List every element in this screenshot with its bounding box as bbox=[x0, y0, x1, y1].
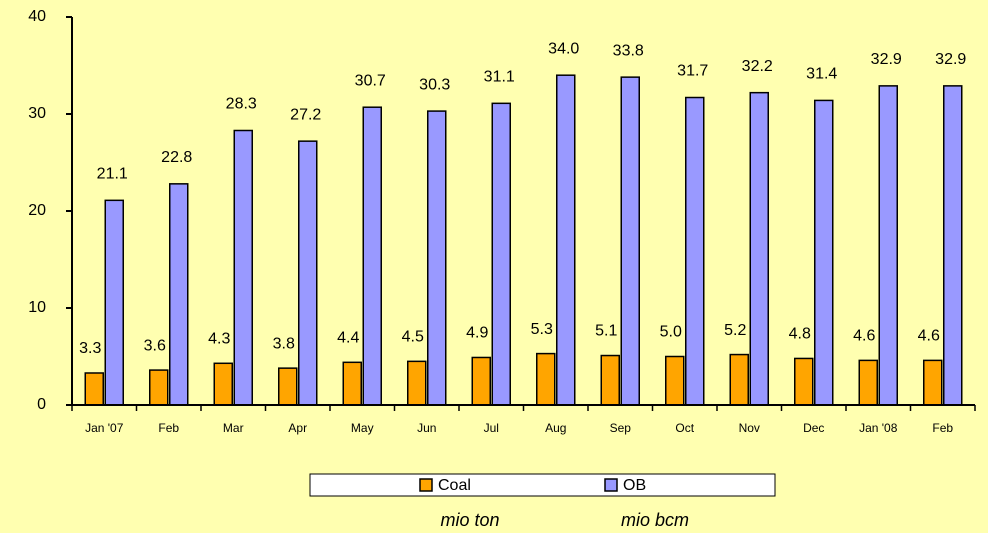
data-label: 5.3 bbox=[531, 321, 553, 338]
y-tick-label: 20 bbox=[28, 202, 46, 219]
data-label: 31.4 bbox=[806, 66, 837, 83]
x-tick-label: May bbox=[351, 421, 374, 435]
legend-label: Coal bbox=[438, 477, 471, 494]
x-tick-label: Feb bbox=[158, 421, 179, 435]
data-label: 4.5 bbox=[402, 329, 424, 346]
data-label: 3.6 bbox=[144, 337, 166, 354]
bar bbox=[749, 91, 769, 406]
data-label: 5.0 bbox=[660, 324, 682, 341]
y-tick-label: 40 bbox=[28, 8, 46, 25]
y-tick-label: 10 bbox=[28, 299, 46, 316]
data-label: 21.1 bbox=[97, 166, 128, 183]
bar bbox=[471, 356, 491, 406]
data-label: 5.2 bbox=[724, 322, 746, 339]
data-label: 4.4 bbox=[337, 330, 359, 347]
data-label: 33.8 bbox=[613, 42, 644, 59]
bar bbox=[278, 367, 298, 406]
data-label: 4.3 bbox=[208, 331, 230, 348]
bar bbox=[427, 110, 447, 406]
bar bbox=[104, 199, 124, 406]
data-label: 31.7 bbox=[677, 63, 708, 80]
bar bbox=[233, 129, 253, 406]
data-label: 32.2 bbox=[742, 58, 773, 75]
data-label: 4.6 bbox=[853, 328, 875, 345]
bar bbox=[169, 183, 189, 406]
bar bbox=[362, 106, 382, 406]
legend-swatch bbox=[419, 478, 433, 492]
bar bbox=[536, 352, 556, 406]
x-tick-label: Jul bbox=[484, 421, 499, 435]
bar bbox=[213, 362, 233, 406]
legend-swatch bbox=[604, 478, 618, 492]
data-label: 34.0 bbox=[548, 40, 579, 57]
bar bbox=[878, 85, 898, 406]
bar bbox=[923, 359, 943, 406]
bar bbox=[858, 359, 878, 406]
bar bbox=[729, 353, 749, 406]
data-label: 30.3 bbox=[419, 76, 450, 93]
data-label: 22.8 bbox=[161, 149, 192, 166]
x-tick-label: Nov bbox=[739, 421, 760, 435]
y-tick-label: 30 bbox=[28, 105, 46, 122]
bar bbox=[342, 361, 362, 406]
x-tick-label: Oct bbox=[675, 421, 694, 435]
bar bbox=[84, 372, 104, 406]
bar bbox=[620, 76, 640, 406]
data-label: 4.9 bbox=[466, 325, 488, 342]
data-label: 27.2 bbox=[290, 106, 321, 123]
x-tick-label: Apr bbox=[288, 421, 307, 435]
bar bbox=[407, 360, 427, 406]
data-label: 30.7 bbox=[355, 72, 386, 89]
x-tick-label: Jan '08 bbox=[859, 421, 898, 435]
bar bbox=[298, 140, 318, 406]
x-tick-label: Jan '07 bbox=[85, 421, 124, 435]
annotation: mio ton bbox=[440, 510, 499, 530]
bar bbox=[491, 102, 511, 406]
x-tick-label: Sep bbox=[610, 421, 632, 435]
bar bbox=[685, 96, 705, 406]
data-label: 31.1 bbox=[484, 69, 515, 86]
x-tick-label: Jun bbox=[417, 421, 436, 435]
bar bbox=[943, 85, 963, 406]
legend-box bbox=[309, 473, 776, 497]
bar bbox=[665, 355, 685, 406]
data-label: 3.8 bbox=[273, 335, 295, 352]
data-label: 28.3 bbox=[226, 96, 257, 113]
data-label: 4.6 bbox=[918, 328, 940, 345]
data-label: 32.9 bbox=[871, 51, 902, 68]
bar bbox=[149, 369, 169, 406]
bar bbox=[600, 354, 620, 406]
data-label: 32.9 bbox=[935, 51, 966, 68]
data-label: 5.1 bbox=[595, 323, 617, 340]
bar bbox=[814, 99, 834, 406]
x-tick-label: Dec bbox=[803, 421, 824, 435]
legend-label: OB bbox=[623, 477, 646, 494]
data-label: 3.3 bbox=[79, 340, 101, 357]
x-tick-label: Feb bbox=[932, 421, 953, 435]
x-tick-label: Aug bbox=[545, 421, 566, 435]
bar bbox=[794, 357, 814, 406]
bar bbox=[556, 74, 576, 406]
data-label: 4.8 bbox=[789, 326, 811, 343]
x-tick-label: Mar bbox=[223, 421, 244, 435]
annotation: mio bcm bbox=[621, 510, 689, 530]
y-tick-label: 0 bbox=[37, 396, 46, 413]
